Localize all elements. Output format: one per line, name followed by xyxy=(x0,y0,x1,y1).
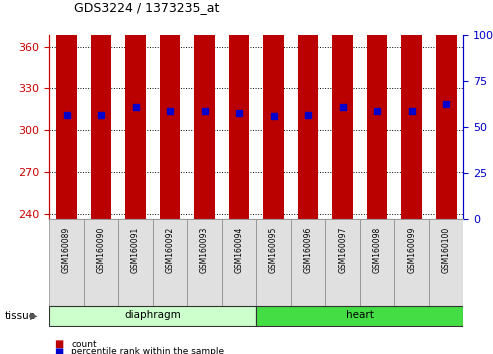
Text: GSM160096: GSM160096 xyxy=(304,227,313,273)
Bar xyxy=(229,0,249,219)
Bar xyxy=(256,219,291,306)
Text: GDS3224 / 1373235_at: GDS3224 / 1373235_at xyxy=(74,1,219,14)
Bar xyxy=(436,0,457,219)
Text: ▶: ▶ xyxy=(30,311,37,321)
Bar xyxy=(256,306,463,326)
Bar xyxy=(394,219,429,306)
Bar xyxy=(367,0,387,219)
Bar xyxy=(49,219,84,306)
Bar xyxy=(291,219,325,306)
Bar xyxy=(118,219,153,306)
Text: tissue: tissue xyxy=(5,311,36,321)
Bar xyxy=(360,219,394,306)
Bar xyxy=(401,0,422,219)
Text: heart: heart xyxy=(346,310,374,320)
Text: GSM160094: GSM160094 xyxy=(235,227,244,273)
Text: GSM160093: GSM160093 xyxy=(200,227,209,273)
Bar xyxy=(429,219,463,306)
Text: GSM160090: GSM160090 xyxy=(97,227,106,273)
Bar xyxy=(222,219,256,306)
Text: count: count xyxy=(71,339,97,349)
Bar xyxy=(153,219,187,306)
Bar xyxy=(298,0,318,219)
Bar xyxy=(84,219,118,306)
Text: GSM160098: GSM160098 xyxy=(373,227,382,273)
Text: GSM160097: GSM160097 xyxy=(338,227,347,273)
Text: ■: ■ xyxy=(54,347,64,354)
Bar xyxy=(263,0,284,219)
Bar xyxy=(332,0,353,219)
Text: GSM160092: GSM160092 xyxy=(166,227,175,273)
Bar xyxy=(187,219,222,306)
Text: GSM160100: GSM160100 xyxy=(442,227,451,273)
Text: GSM160091: GSM160091 xyxy=(131,227,140,273)
Text: GSM160099: GSM160099 xyxy=(407,227,416,273)
Text: ■: ■ xyxy=(54,339,64,349)
Text: diaphragm: diaphragm xyxy=(124,310,181,320)
Bar xyxy=(160,0,180,219)
Text: GSM160095: GSM160095 xyxy=(269,227,278,273)
Bar xyxy=(49,306,256,326)
Bar xyxy=(125,0,146,219)
Bar xyxy=(194,0,215,219)
Text: percentile rank within the sample: percentile rank within the sample xyxy=(71,347,225,354)
Bar xyxy=(325,219,360,306)
Bar xyxy=(91,0,111,219)
Bar xyxy=(56,0,77,219)
Text: GSM160089: GSM160089 xyxy=(62,227,71,273)
